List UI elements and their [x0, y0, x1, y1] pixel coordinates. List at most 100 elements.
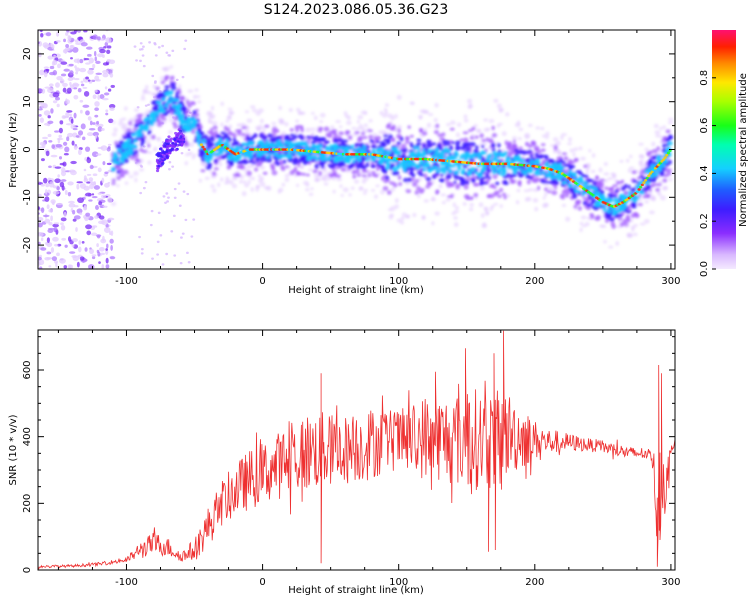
- spectrogram-ridge-blob: [379, 147, 385, 153]
- spectrogram-ridge-blob: [319, 155, 324, 161]
- spectrogram-noise-speck: [56, 103, 60, 108]
- spectrogram-ridge-blob: [542, 196, 546, 200]
- spectrogram-ridge-blob: [199, 131, 205, 136]
- spectrogram-ridge-blob: [524, 134, 530, 140]
- colorbar-tick-label: 0.8: [699, 70, 710, 86]
- spectrogram-noise-speck: [161, 44, 165, 48]
- spectrogram-ridge-blob: [356, 119, 360, 124]
- spectrogram-ridge-blob: [557, 163, 563, 168]
- spectrogram-noise-speck: [86, 230, 92, 236]
- spectrogram-ridge-blob: [192, 94, 197, 100]
- spectrogram-ridge-blob: [210, 105, 215, 111]
- spectrogram-noise-speck: [42, 177, 48, 184]
- spectrogram-ridge-blob: [246, 126, 250, 130]
- spectrogram-ridge-blob: [220, 147, 225, 152]
- spectrogram-ridge-blob: [430, 197, 437, 202]
- spectrogram-noise-speck: [93, 181, 97, 186]
- spectrogram-noise-speck: [97, 251, 101, 257]
- spectrogram-noise-speck: [161, 263, 165, 266]
- spectrogram-ridge-blob: [456, 122, 462, 128]
- spectrogram-ridge-blob: [481, 144, 485, 149]
- spectrogram-noise-speck: [38, 232, 44, 237]
- spectrogram-noise-speck: [74, 39, 79, 43]
- spectrogram-noise-speck: [43, 66, 49, 70]
- spectrogram-ridge-blob: [453, 216, 458, 220]
- spectrogram-noise-speck: [65, 44, 69, 48]
- spectrogram-ridge-blob: [336, 177, 343, 182]
- spectrogram-ridge-blob: [608, 187, 614, 191]
- spectrogram-ridge-blob: [638, 142, 644, 146]
- spectrogram-ridge-blob: [190, 131, 197, 134]
- spectrogram-noise-speck: [75, 71, 79, 75]
- figure-title: S124.2023.086.05.36.G23: [264, 2, 449, 18]
- spectrogram-ridge-blob: [556, 176, 562, 181]
- spectrogram-ridge-blob: [400, 216, 405, 221]
- spectrogram-ridge-blob: [283, 121, 289, 127]
- spectrogram-ridge-blob: [164, 102, 169, 108]
- spectrogram-ridge-blob: [583, 180, 588, 186]
- spectrogram-noise-speck: [141, 54, 145, 57]
- spectrogram-noise-speck: [106, 58, 111, 63]
- spectrogram-ridge-blob: [576, 189, 581, 194]
- spectrogram-ridge-blob: [626, 232, 631, 238]
- spectrogram-ridge-blob: [578, 146, 583, 151]
- spectrogram-noise-speck: [57, 174, 60, 178]
- spectrogram-noise-speck: [69, 70, 74, 76]
- spectrogram-ridge-blob: [479, 133, 484, 139]
- spectrogram-ridge-blob: [465, 154, 470, 159]
- spectrogram-noise-speck: [166, 200, 169, 203]
- spectrogram-ridge-blob: [289, 170, 295, 176]
- spectrogram-noise-speck: [46, 204, 50, 210]
- spectrogram-noise-speck: [60, 78, 65, 84]
- spectrogram-ridge-blob: [300, 164, 304, 170]
- spectrogram-ridge-blob: [397, 181, 403, 187]
- spectrogram-ridge-blob: [637, 202, 644, 207]
- spectrogram-ridge-blob: [122, 136, 127, 140]
- spectrogram-ridge-blob: [358, 186, 364, 191]
- spectrogram-ridge-blob: [421, 131, 428, 136]
- spectrogram-ridge-blob: [111, 182, 116, 185]
- spectrogram-ridge-blob: [455, 205, 459, 210]
- spectrogram-ridge-blob: [573, 147, 579, 152]
- spectrogram-ridge-blob: [608, 245, 614, 249]
- spectrogram-ridge-blob: [249, 141, 255, 146]
- spectrogram-noise-speck: [38, 41, 41, 44]
- spectrogram-ridge-blob: [646, 184, 650, 188]
- spectrogram-ridge-blob: [295, 107, 301, 112]
- spectrogram-ridge-blob: [400, 136, 404, 142]
- spectrogram-ridge-blob: [530, 140, 536, 145]
- spectrogram-noise-speck: [60, 170, 67, 177]
- spectrogram-ridge-blob: [128, 175, 134, 179]
- spectrogram-ridge-blob: [271, 130, 278, 134]
- spectrogram-ridge-blob: [289, 133, 295, 138]
- spectrogram-noise-speck: [92, 122, 96, 125]
- spectrogram-noise-speck: [106, 49, 111, 54]
- spectrogram-ridge-blob: [646, 168, 650, 173]
- spectrogram-ridge-blob: [255, 161, 261, 167]
- spectrogram-noise-speck: [91, 256, 96, 260]
- spectrogram-noise-speck: [53, 227, 58, 231]
- spectrogram-ridge-blob: [386, 123, 392, 128]
- spectrogram-ridge-blob: [367, 169, 373, 175]
- spectrogram-ridge-blob: [262, 127, 266, 132]
- spectrogram-noise-speck: [60, 179, 67, 182]
- spectrogram-ridge-blob: [565, 216, 571, 222]
- spectrogram-ridge-blob: [655, 134, 661, 138]
- spectrogram-ridge-blob: [619, 159, 624, 163]
- spectrogram-ridge-blob: [534, 206, 539, 212]
- spectrogram-ridge-blob: [389, 127, 395, 131]
- spectrogram-image: [38, 30, 674, 269]
- spectrogram-ridge-blob: [309, 127, 316, 131]
- spectrogram-ridge-blob: [313, 178, 320, 182]
- spectrogram-ridge-blob: [113, 154, 119, 160]
- spectrogram-ridge-blob: [147, 160, 152, 165]
- spectrogram-noise-speck: [43, 110, 51, 116]
- spectrogram-noise-speck: [99, 94, 105, 100]
- spectrogram-ridge-blob: [453, 170, 459, 175]
- spectrogram-ridge-blob: [371, 173, 377, 178]
- spectrogram-ridge-blob: [151, 134, 156, 140]
- spectrogram-ridge-blob: [435, 169, 441, 173]
- spectrogram-ridge-blob: [241, 132, 246, 136]
- spectrogram-ridge-blob: [284, 173, 290, 178]
